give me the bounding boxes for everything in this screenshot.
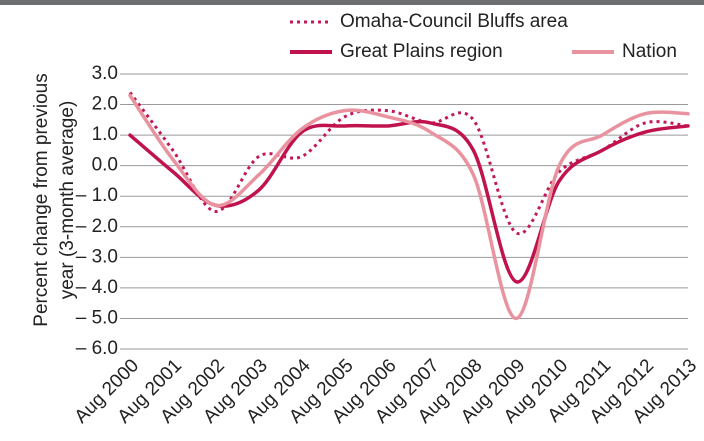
legend-label: Nation [622,41,677,62]
legend-label: Great Plains region [340,41,503,62]
y-tick-label: – 6.0 [76,338,118,359]
y-tick-label: – 4.0 [76,277,118,298]
y-tick-label: 0.0 [92,155,118,176]
y-tick-label: 3.0 [92,63,118,84]
y-axis-label: Percent change from previous [31,73,52,326]
y-tick-label: – 5.0 [76,307,118,328]
series-line [128,91,689,236]
y-tick-label: – 3.0 [76,246,118,267]
top-bar [0,0,704,5]
y-tick-label: 2.0 [92,94,118,115]
y-axis-label: year (3-month average) [57,101,78,300]
series-line [128,93,690,321]
y-tick-label: – 1.0 [76,185,118,206]
legend-label: Omaha-Council Bluffs area [340,11,568,32]
y-tick-label: 1.0 [92,124,118,145]
y-tick-label: – 2.0 [76,216,118,237]
series-line [128,119,690,284]
